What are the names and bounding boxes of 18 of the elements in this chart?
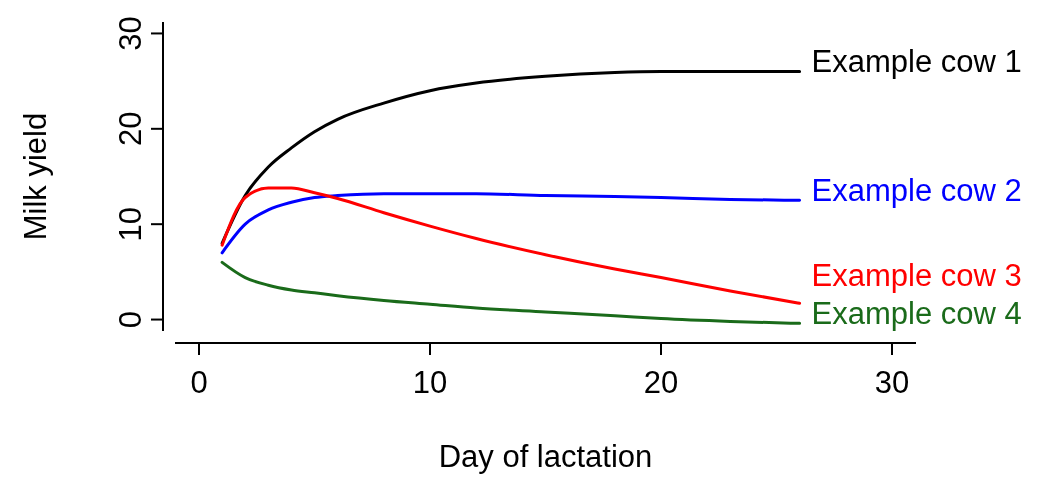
line-series [220, 70, 802, 245]
y-tick-label: 30 [113, 16, 148, 51]
x-tick-label: 30 [874, 365, 910, 400]
y-tick-label: 20 [113, 111, 148, 147]
y-tick-label: 0 [113, 310, 148, 329]
y-axis-title: Milk yield [18, 112, 53, 241]
series-label: Example cow 2 [811, 173, 1022, 209]
x-tick-label: 10 [412, 365, 448, 400]
y-tick-label: 10 [113, 206, 148, 242]
x-tick-label: 20 [643, 365, 679, 400]
line-series [220, 186, 802, 305]
line-series [220, 192, 802, 255]
x-tick-label: 0 [190, 365, 208, 400]
x-axis-title: Day of lactation [438, 439, 653, 474]
series-label: Example cow 4 [811, 296, 1022, 332]
line-series [220, 260, 802, 325]
series-label: Example cow 1 [811, 44, 1022, 80]
series-label: Example cow 3 [811, 258, 1022, 294]
